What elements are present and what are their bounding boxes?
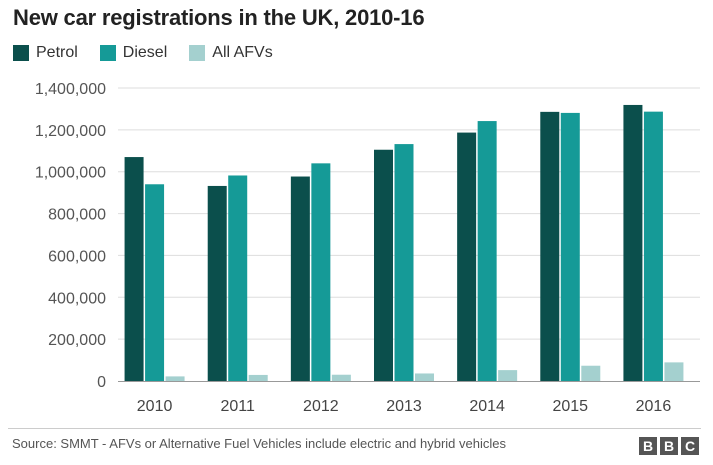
legend-item-afvs: All AFVs — [189, 44, 273, 62]
y-tick-label: 200,000 — [48, 332, 106, 349]
logo-letter-b1: B — [639, 437, 657, 455]
bar-petrol-2010 — [124, 157, 144, 381]
bar-petrol-2013 — [374, 149, 393, 381]
legend-swatch-afvs — [189, 45, 206, 61]
bar-diesel-2011 — [228, 175, 248, 381]
legend: Petrol Diesel All AFVs — [13, 44, 295, 62]
legend-swatch-petrol — [13, 45, 29, 61]
legend-item-diesel: Diesel — [99, 44, 168, 62]
bar-diesel-2014 — [477, 121, 497, 382]
x-tick-label: 2010 — [137, 398, 173, 415]
bar-all-afvs-2013 — [415, 373, 434, 381]
bar-all-afvs-2012 — [331, 374, 351, 381]
bar-petrol-2012 — [290, 176, 310, 381]
footer-divider — [8, 428, 701, 429]
x-tick-label: 2011 — [221, 398, 256, 415]
source-note: Source: SMMT - AFVs or Alternative Fuel … — [12, 436, 506, 451]
logo-letter-c: C — [681, 437, 699, 455]
bar-diesel-2012 — [311, 163, 331, 381]
y-tick-label: 0 — [97, 374, 106, 391]
legend-label-petrol: Petrol — [36, 44, 78, 61]
y-tick-label: 600,000 — [48, 248, 106, 265]
bar-all-afvs-2014 — [498, 370, 518, 381]
x-tick-label: 2014 — [469, 398, 505, 415]
bbc-logo: B B C — [636, 437, 699, 455]
x-tick-label: 2015 — [552, 398, 588, 415]
logo-letter-b2: B — [660, 437, 678, 455]
x-tick-label: 2013 — [386, 398, 422, 415]
x-tick-label: 2016 — [636, 398, 672, 415]
x-tick-label: 2012 — [303, 398, 339, 415]
bar-all-afvs-2016 — [664, 362, 684, 381]
bar-all-afvs-2011 — [248, 374, 268, 381]
bar-petrol-2011 — [207, 185, 227, 381]
bar-diesel-2016 — [643, 111, 663, 381]
bar-diesel-2013 — [394, 144, 414, 381]
bar-petrol-2016 — [623, 104, 643, 381]
y-tick-label: 800,000 — [48, 207, 106, 224]
legend-swatch-diesel — [99, 45, 116, 61]
bar-diesel-2010 — [145, 184, 165, 381]
bar-petrol-2014 — [457, 132, 477, 381]
legend-label-afvs: All AFVs — [212, 44, 273, 61]
bar-chart: 0 200,000 400,000 600,000 800,000 1,000,000 1,… — [35, 81, 700, 415]
legend-label-diesel: Diesel — [122, 44, 168, 61]
y-tick-label: 1,000,000 — [35, 165, 106, 182]
chart-title: New car registrations in the UK, 2010-16 — [13, 5, 425, 30]
legend-item-petrol: Petrol — [13, 44, 78, 62]
bar-diesel-2015 — [560, 112, 580, 381]
y-tick-label: 1,200,000 — [35, 123, 106, 140]
bar-all-afvs-2015 — [581, 365, 601, 381]
y-tick-label: 400,000 — [48, 290, 106, 307]
bar-all-afvs-2010 — [165, 376, 185, 381]
y-tick-label: 1,400,000 — [35, 81, 106, 98]
bar-petrol-2015 — [540, 111, 560, 381]
